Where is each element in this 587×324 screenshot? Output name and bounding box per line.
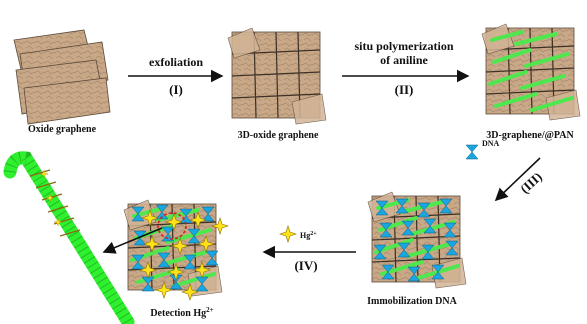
- oxide-3d-structure: [227, 27, 327, 125]
- dna-legend-icon: [465, 144, 479, 160]
- step-2-number: (II): [395, 82, 414, 97]
- step-4-number: (IV): [294, 258, 317, 273]
- highlight-circle: [157, 212, 187, 240]
- dna-hairpin-probe: [3, 151, 135, 324]
- oxide-graphene-sheets: [13, 29, 111, 125]
- label-immobilization-dna: Immobilization DNA: [367, 296, 458, 307]
- zoom-arrow: [102, 227, 163, 254]
- hg-legend-icon: [279, 225, 297, 243]
- step-2-label-line2: of aniline: [380, 53, 428, 67]
- label-graphene-pan: 3D-graphene/@PAN: [486, 130, 574, 141]
- label-oxide-graphene: Oxide graphene: [28, 124, 97, 135]
- hg-legend-label: Hg2+: [300, 231, 317, 240]
- graphene-pan-structure: [481, 23, 581, 121]
- immobilization-structure: [367, 191, 467, 289]
- label-3d-oxide-graphene: 3D-oxide graphene: [238, 130, 319, 141]
- step-1-number: (I): [169, 82, 183, 97]
- dna-legend-label: DNA: [482, 139, 500, 148]
- arrow-step-3: [494, 157, 541, 202]
- detection-structure: [123, 199, 229, 301]
- step-3-number: (III): [517, 169, 545, 196]
- step-2-label-line1: situ polymerization: [355, 39, 454, 53]
- label-detection-hg: Detection Hg2+: [150, 306, 213, 319]
- step-1-label: exfoliation: [149, 55, 203, 69]
